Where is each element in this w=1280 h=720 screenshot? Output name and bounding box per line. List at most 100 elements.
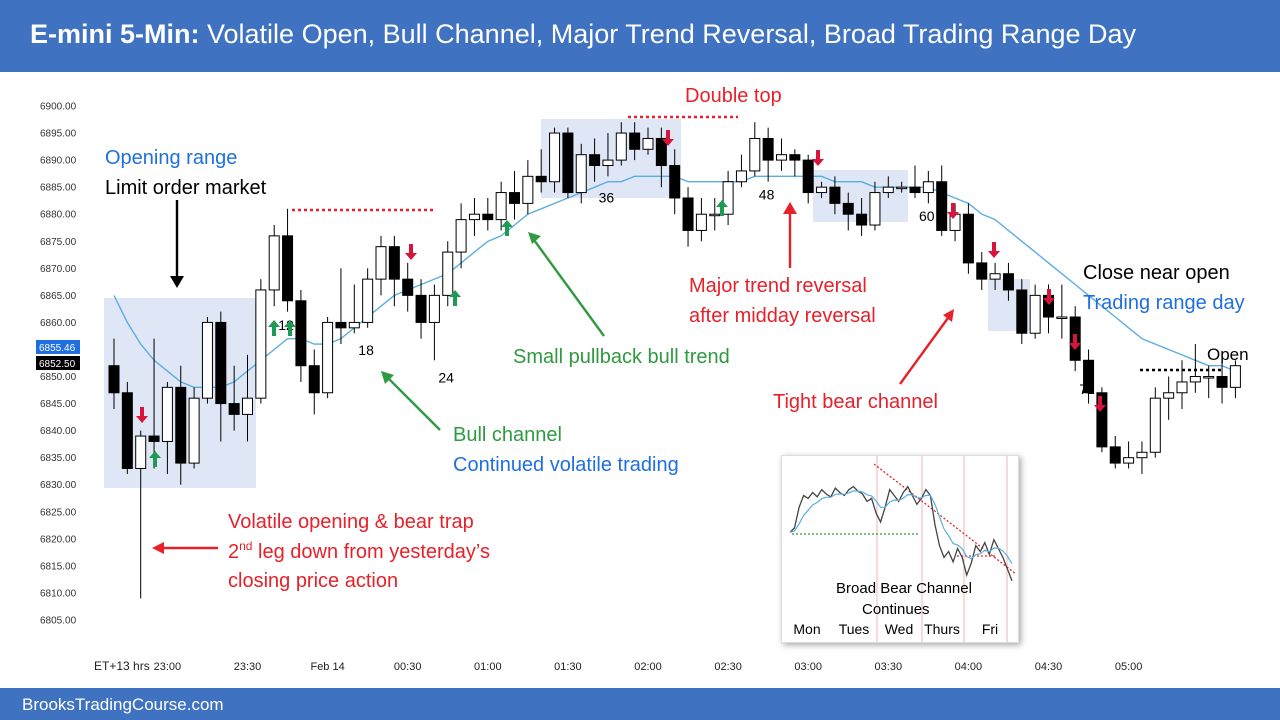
candle-body: [535, 175, 547, 183]
candle-body: [335, 321, 347, 329]
candle: [1016, 279, 1028, 345]
candle-body: [308, 365, 320, 394]
y-tick-label: 6840.00: [40, 426, 77, 437]
candle: [121, 381, 133, 474]
buy-arrow-icon: [501, 220, 513, 236]
candle: [896, 181, 908, 193]
title-rest: Volatile Open, Bull Channel, Major Trend…: [199, 19, 1137, 49]
candle-body: [869, 192, 881, 226]
candle: [175, 365, 187, 485]
inset-day-label: Fri: [982, 621, 998, 637]
inset-day-label: Wed: [885, 621, 914, 637]
candle-body: [589, 154, 601, 167]
candle-body: [442, 251, 454, 296]
candle-body: [1109, 446, 1121, 464]
candle: [735, 154, 747, 188]
candle: [242, 354, 253, 442]
label-mtr-1: Major trend reversal: [689, 275, 867, 297]
y-tick-label: 6820.00: [40, 534, 77, 545]
candle: [816, 181, 828, 198]
candle-body: [228, 403, 240, 415]
candle: [909, 165, 921, 198]
inset-chart: Broad Bear Channel Continues Mon Tues Wed T…: [781, 455, 1019, 643]
candle: [1136, 441, 1148, 474]
y-tick-label: 6815.00: [40, 561, 77, 572]
x-tick-label: 04:00: [955, 661, 983, 673]
x-tick-label: 02:00: [634, 661, 662, 673]
candle: [295, 289, 307, 382]
label-volatile-3: closing price action: [228, 570, 398, 592]
candle: [455, 203, 467, 269]
candle-body: [522, 175, 534, 204]
candle: [562, 127, 574, 198]
candle: [642, 127, 654, 155]
candle: [362, 268, 374, 328]
x-axis-label: ET+13 hrs: [94, 659, 150, 673]
candle-body: [575, 154, 587, 194]
candle: [589, 138, 601, 182]
candle-body: [1016, 289, 1028, 334]
y-tick-label: 6865.00: [40, 291, 77, 302]
candle-body: [615, 132, 627, 161]
candle: [1056, 284, 1068, 339]
tight-bear-arrowhead: [943, 309, 954, 322]
candle-body: [455, 219, 467, 253]
candle-body: [1056, 316, 1068, 320]
candle-body: [549, 132, 561, 183]
candle: [282, 208, 294, 312]
y-tick-label: 6825.00: [40, 507, 77, 518]
inset-day-label: Tues: [839, 621, 870, 637]
candle-body: [1216, 376, 1228, 388]
volatile-arrowhead: [152, 542, 164, 554]
footer-bar: BrooksTradingCourse.com: [0, 688, 1280, 720]
buy-arrow-icon: [149, 451, 161, 467]
candle: [776, 138, 787, 171]
candle: [1123, 441, 1135, 469]
bar-number: 60: [919, 208, 935, 224]
candle-body: [509, 192, 520, 204]
inset-caption-2: Continues: [862, 601, 930, 618]
candle: [802, 154, 814, 204]
candle: [1149, 387, 1161, 458]
label-open: Open: [1207, 345, 1249, 364]
candle-body: [1189, 376, 1201, 383]
candle: [722, 170, 734, 226]
candle-body: [1002, 273, 1014, 291]
candle: [1002, 262, 1014, 301]
y-tick-label: 6895.00: [40, 129, 77, 140]
candle-body: [1149, 397, 1161, 453]
candle-body: [1136, 451, 1148, 459]
candle-body: [188, 397, 200, 464]
candle-body: [402, 278, 414, 296]
x-tick-label: 04:30: [1035, 661, 1063, 673]
candle-body: [695, 213, 707, 231]
label-small-pullback: Small pullback bull trend: [513, 346, 730, 368]
candle: [188, 387, 200, 469]
label-double-top: Double top: [685, 85, 782, 107]
candle: [989, 262, 1001, 290]
candle-body: [962, 213, 974, 264]
candle-body: [175, 386, 187, 464]
candle-body: [1176, 381, 1188, 394]
sell-arrow-icon: [812, 150, 824, 166]
candle-body: [909, 186, 921, 194]
candle-body: [856, 213, 868, 226]
candle: [428, 284, 440, 361]
bull-channel-arrow: [387, 377, 441, 431]
candle-body: [1083, 359, 1095, 394]
candle: [629, 122, 641, 161]
candle-body: [1096, 392, 1108, 448]
candle-body: [1229, 365, 1241, 388]
y-tick-label: 6885.00: [40, 183, 77, 194]
label-volatile-2: 2nd leg down from yesterday’s: [228, 539, 490, 563]
candle: [268, 225, 280, 307]
sell-arrow-icon: [405, 244, 417, 260]
label-tight-bear: Tight bear channel: [773, 391, 938, 413]
candle-body: [415, 294, 427, 323]
label-mtr-2: after midday reversal: [689, 305, 876, 327]
label-close-near-open: Close near open: [1083, 262, 1230, 284]
tight-bear-arrow: [899, 317, 949, 385]
candle: [335, 268, 347, 345]
title-bold: E-mini 5-Min:: [30, 19, 200, 49]
